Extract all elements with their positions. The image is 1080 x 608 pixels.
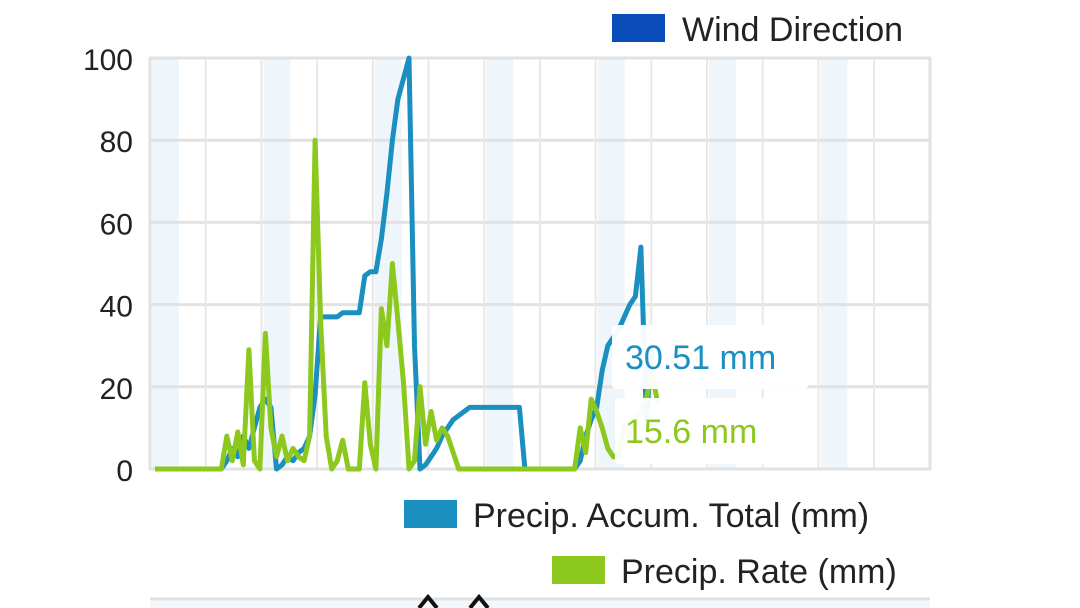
rate-readout: 15.6 mm: [625, 413, 757, 451]
y-tick-label: 100: [83, 44, 133, 77]
y-tick-label: 0: [116, 455, 133, 488]
accum-legend-swatch: [404, 500, 457, 528]
rate-readout-box: [615, 398, 785, 464]
background-band: [152, 58, 179, 469]
plot-background-bands: [152, 58, 848, 469]
y-axis-ticks: 0 20 40 60 80 100: [83, 44, 133, 488]
accum-readout-box: [612, 325, 808, 389]
wind-arrow-icons: [417, 593, 490, 608]
wind-direction-legend-label: Wind Direction: [682, 11, 903, 49]
y-tick-label: 40: [100, 291, 133, 324]
wind-direction-legend-swatch: [612, 14, 665, 42]
accum-readout: 30.51 mm: [625, 339, 776, 377]
y-tick-label: 20: [100, 373, 133, 406]
background-band: [820, 58, 848, 469]
background-band: [486, 58, 514, 469]
rate-legend-label: Precip. Rate (mm): [621, 553, 897, 591]
accum-legend-label: Precip. Accum. Total (mm): [473, 497, 869, 535]
rate-legend-swatch: [552, 556, 605, 584]
next-chart-top-edge: [150, 597, 930, 608]
y-tick-label: 60: [100, 208, 133, 241]
series-line-rate: [155, 137, 660, 472]
series-lines: [155, 55, 660, 472]
y-tick-label: 80: [100, 126, 133, 159]
